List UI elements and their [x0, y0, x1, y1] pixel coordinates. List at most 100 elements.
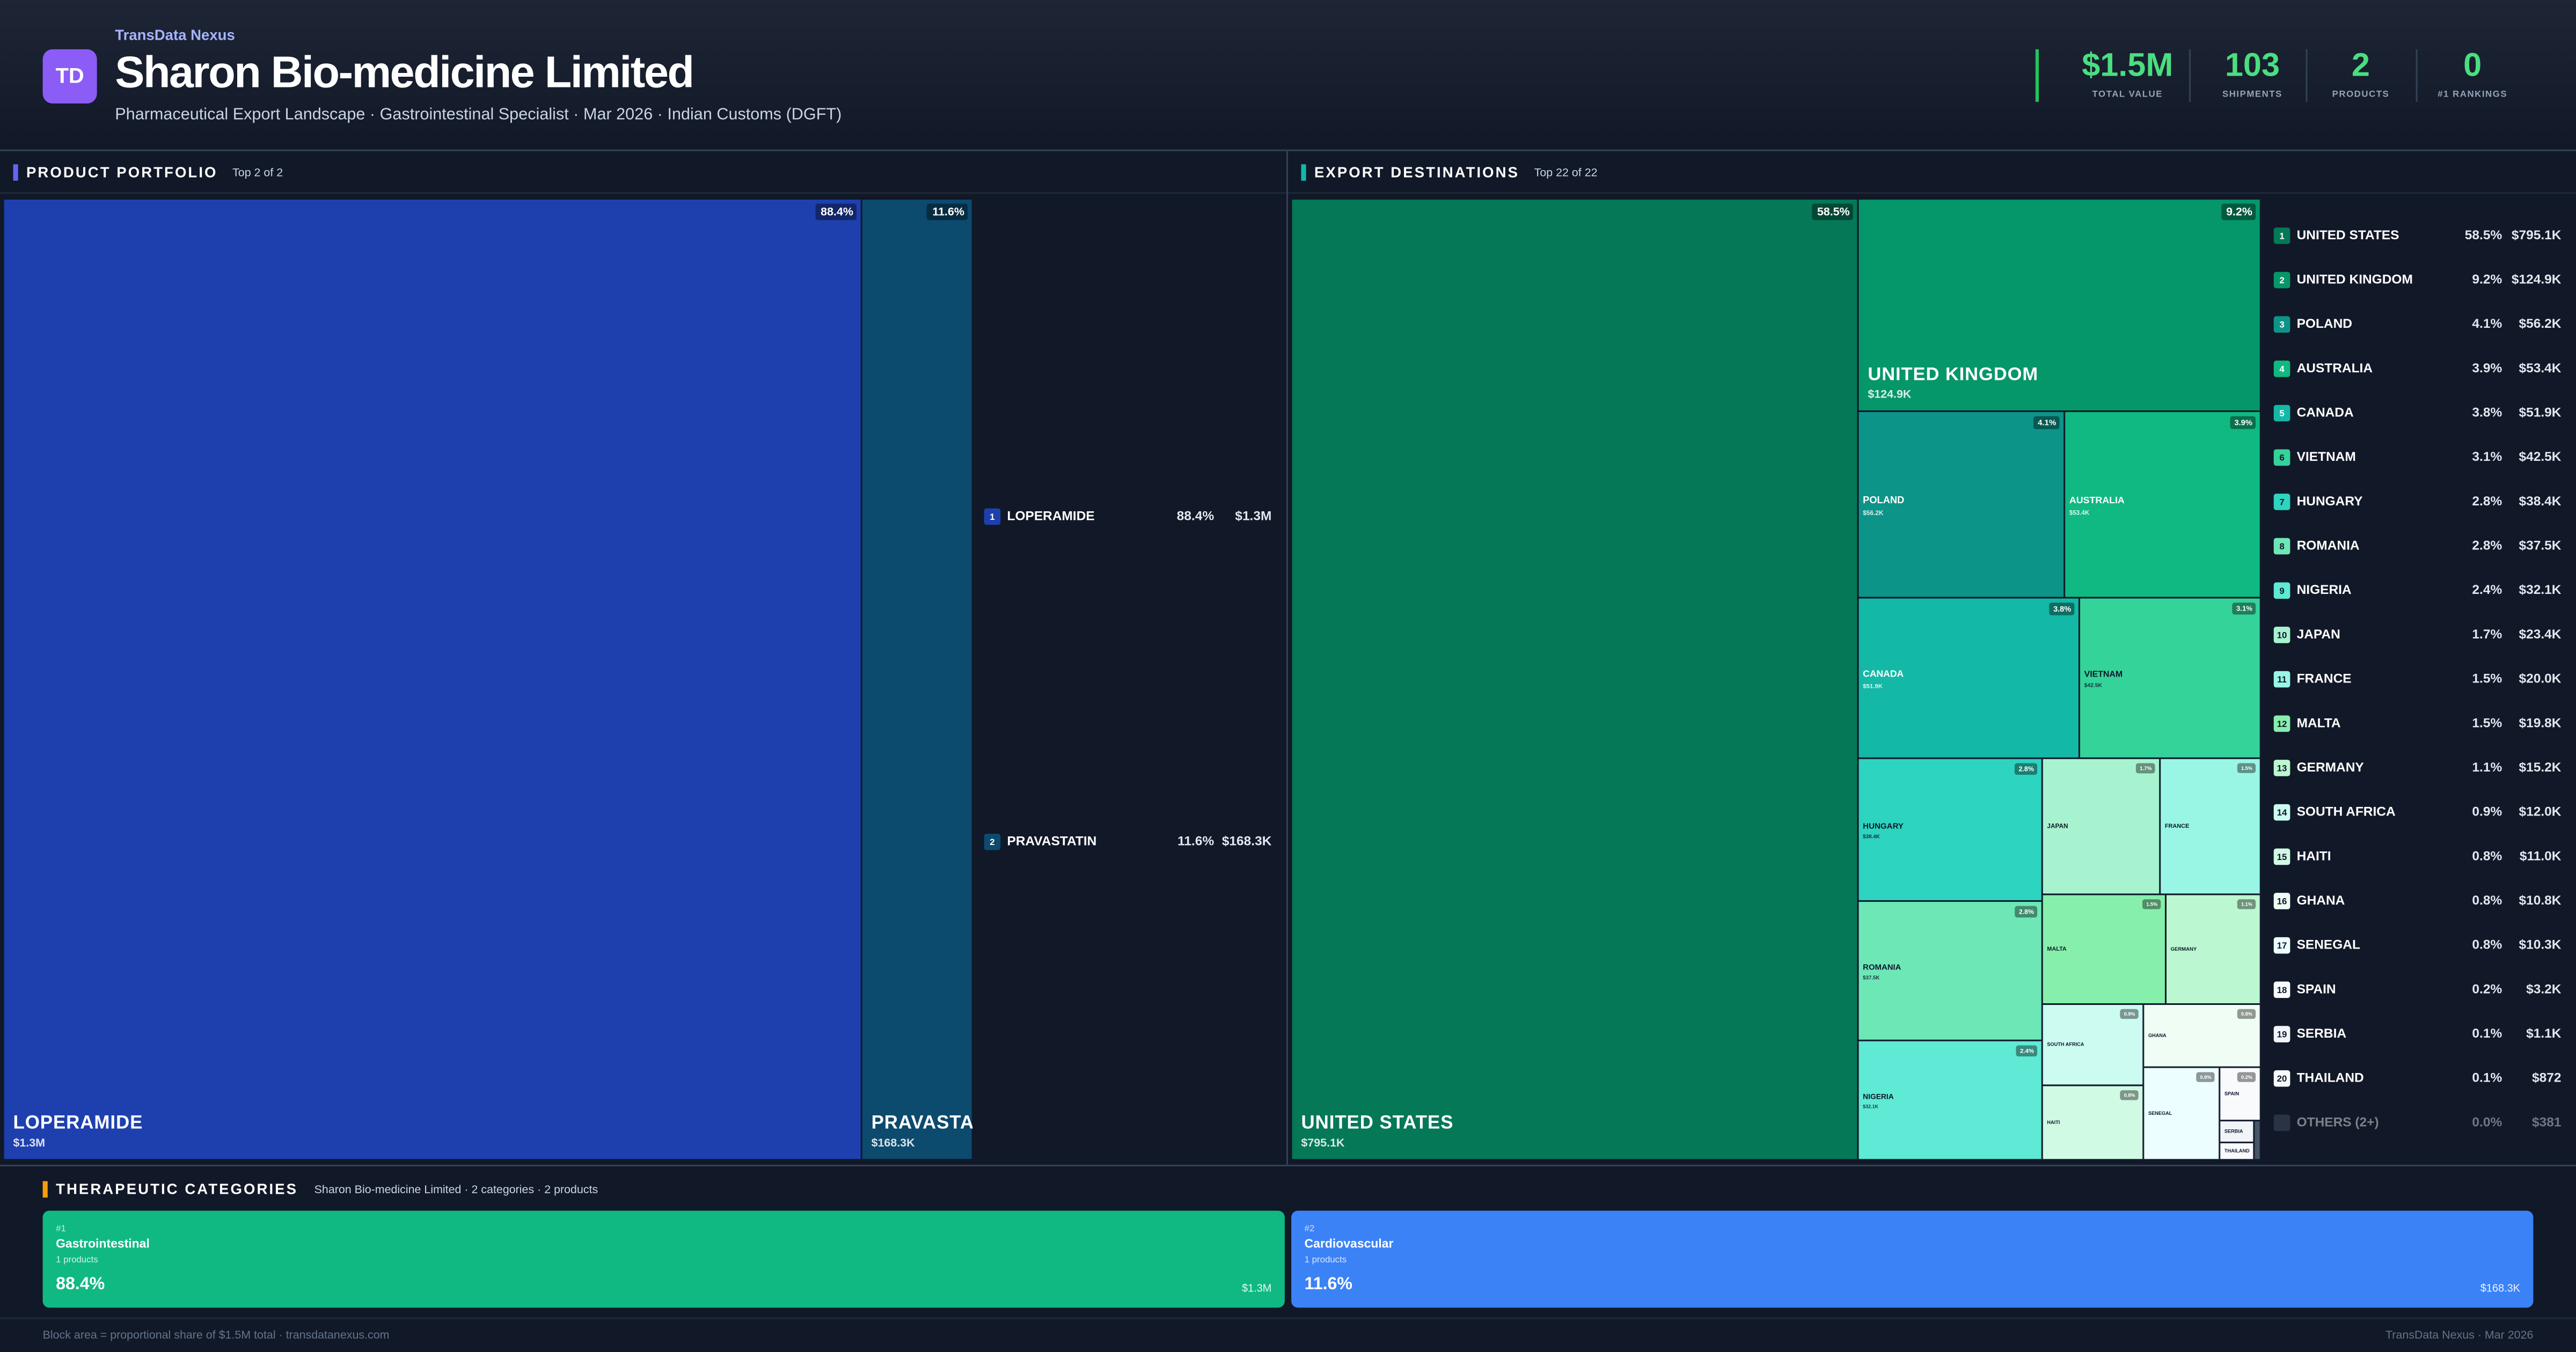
- tile: 1.1% GERMANY: [2165, 894, 2261, 1004]
- tile-label: FRANCE: [2165, 823, 2189, 829]
- rank: 9: [2279, 586, 2284, 596]
- tile: 0.8% GHANA: [2143, 1004, 2261, 1068]
- panel-subtitle: Top 2 of 2: [232, 166, 283, 179]
- list-row: 12 MALTA 1.5% $19.8K: [2273, 715, 2562, 732]
- header-bg: [0, 0, 2576, 150]
- treemap-panel: PRODUCT PORTFOLIO Top 2 of 2 88.4% LOPERAMI…: [3, 164, 1272, 1160]
- tile: 4.1% POLAND $56.2K: [1857, 411, 2065, 598]
- rank-badge: [2273, 804, 2290, 821]
- rank-badge: [984, 508, 1001, 525]
- rank-badge: [2273, 848, 2290, 865]
- tile-share: 11.6%: [932, 205, 964, 218]
- list-share: 4.1%: [2472, 317, 2502, 331]
- rank: 10: [2277, 630, 2287, 640]
- tile-share: 3.9%: [2234, 418, 2252, 427]
- list-row: 2 UNITED KINGDOM 9.2% $124.9K: [2273, 271, 2562, 289]
- list-label: GERMANY: [2297, 760, 2364, 775]
- list-share: 0.2%: [2472, 982, 2502, 996]
- tile-share: 1.5%: [2241, 766, 2252, 771]
- tile-rect: [2042, 1085, 2143, 1160]
- list-share: 1.5%: [2472, 672, 2502, 686]
- tile: 1.5% MALTA: [2042, 894, 2166, 1004]
- rank-badge: [2273, 981, 2290, 998]
- list-label: UNITED KINGDOM: [2297, 273, 2413, 287]
- tile-label: HAITI: [2047, 1120, 2060, 1125]
- tile-rect: [861, 199, 973, 1160]
- tile-label: POLAND: [1863, 494, 1904, 505]
- kpi-value: $1.5M: [2082, 47, 2173, 83]
- treemap-panel: EXPORT DESTINATIONS Top 22 of 22 58.5% UNIT…: [1291, 164, 2562, 1160]
- list-value: $12.0K: [2519, 805, 2562, 819]
- kpi-value: 103: [2225, 47, 2280, 83]
- tile-rect: [2042, 758, 2160, 894]
- tile-share: 1.1%: [2241, 902, 2252, 907]
- tile-rect: [2253, 1120, 2261, 1160]
- rank: 4: [2279, 364, 2285, 374]
- tile: 3.9% AUSTRALIA $53.4K: [2064, 411, 2261, 598]
- list-label: THAILAND: [2297, 1071, 2364, 1085]
- rank-badge: [2273, 893, 2290, 909]
- list-label: SPAIN: [2297, 982, 2336, 996]
- footer-right: TransData Nexus · Mar 2026: [2385, 1328, 2533, 1341]
- share-badge: [2230, 416, 2256, 429]
- list-share: 3.9%: [2472, 361, 2502, 376]
- section-title: THERAPEUTIC CATEGORIES: [56, 1181, 298, 1197]
- panel-title: EXPORT DESTINATIONS: [1314, 164, 1519, 180]
- kpi-value: 0: [2463, 47, 2482, 83]
- card-share: 88.4%: [56, 1274, 105, 1293]
- list-share: 0.8%: [2472, 893, 2502, 908]
- card-name: Cardiovascular: [1305, 1237, 1394, 1251]
- list-share: 1.7%: [2472, 627, 2502, 642]
- list-share: 88.4%: [1177, 509, 1214, 523]
- tile: [2253, 1120, 2261, 1160]
- tile-share: 9.2%: [2226, 205, 2252, 218]
- list-value: $795.1K: [2512, 228, 2562, 243]
- kpi-label: #1 RANKINGS: [2438, 89, 2507, 99]
- tile-rect: [1857, 1040, 2043, 1160]
- share-badge: [2016, 1045, 2038, 1057]
- kpi-label: PRODUCTS: [2332, 89, 2390, 99]
- list-share: 0.9%: [2472, 805, 2502, 819]
- tile-label: PRAVASTATIN: [872, 1112, 1005, 1133]
- tile-rect: [2042, 894, 2166, 1004]
- rank-badge: [2273, 538, 2290, 555]
- tile-rect: [2219, 1120, 2254, 1143]
- tile-share: 2.8%: [2019, 908, 2034, 916]
- list-share: 2.4%: [2472, 583, 2502, 597]
- tile-share: 3.8%: [2053, 605, 2071, 614]
- list-row: 8 ROMANIA 2.8% $37.5K: [2273, 538, 2562, 555]
- tile-value: $56.2K: [1863, 509, 1884, 517]
- tile-rect: [2219, 1067, 2261, 1121]
- tile: 2.8% HUNGARY $38.4K: [1857, 758, 2043, 901]
- tile-share: 0.8%: [2200, 1075, 2212, 1080]
- list-row: 6 VIETNAM 3.1% $42.5K: [2273, 449, 2562, 466]
- list-value: $10.3K: [2519, 938, 2562, 952]
- rank: 14: [2277, 807, 2287, 818]
- share-badge: [2237, 1072, 2256, 1082]
- rank: 17: [2277, 940, 2287, 951]
- rank-badge: [2273, 627, 2290, 643]
- tile-value: $37.5K: [1863, 975, 1879, 981]
- tile-share: 0.8%: [2241, 1011, 2252, 1017]
- tile-rect: [2160, 758, 2261, 894]
- list-value: $32.1K: [2519, 583, 2562, 597]
- list-row: 15 HAITI 0.8% $11.0K: [2273, 848, 2562, 865]
- list-value: $20.0K: [2519, 672, 2562, 686]
- rank-badge: [2273, 227, 2290, 244]
- list-value: $56.2K: [2519, 317, 2562, 331]
- rank: 6: [2279, 453, 2284, 463]
- category-card: [42, 1210, 1285, 1308]
- share-badge: [2237, 899, 2256, 909]
- rank-badge: [2273, 582, 2290, 599]
- tile-label: VIETNAM: [2084, 670, 2123, 679]
- share-badge: [2135, 763, 2155, 774]
- rank-badge: [2273, 1070, 2290, 1087]
- list-row: 11 FRANCE 1.5% $20.0K: [2273, 671, 2562, 688]
- rank-badge: [2273, 1114, 2290, 1131]
- list-share: 9.2%: [2472, 273, 2502, 287]
- tile-label: LOPERAMIDE: [13, 1112, 143, 1133]
- rank: 1: [990, 512, 994, 522]
- list-row: 2 PRAVASTATIN 11.6% $168.3K: [984, 833, 1272, 850]
- panel-accent: [13, 164, 18, 181]
- share-badge: [2049, 602, 2075, 615]
